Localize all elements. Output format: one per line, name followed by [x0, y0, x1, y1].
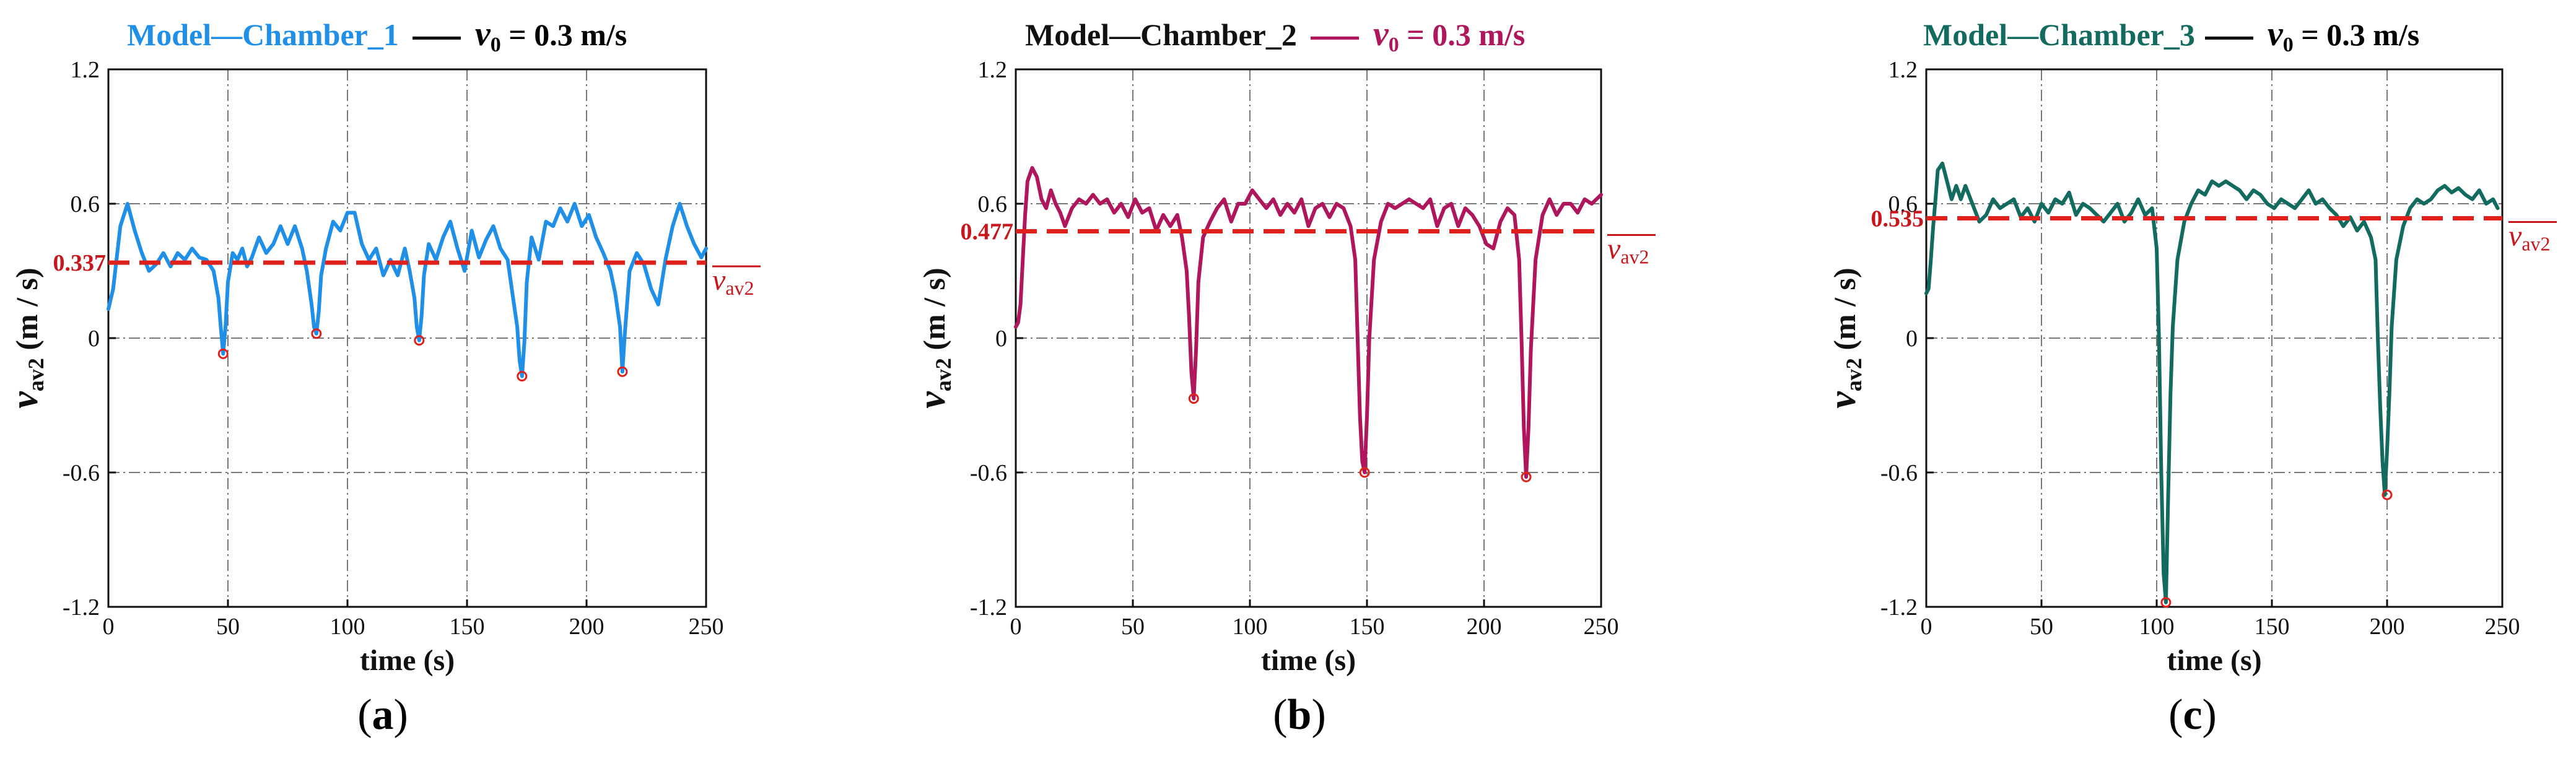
panel-a-title-v-sub: 0 [490, 33, 501, 56]
chart-c-xtick-label-2: 100 [2139, 614, 2175, 640]
panel-b-title-legend-line [1311, 37, 1360, 40]
panel-c-label: (c) [2168, 691, 2217, 739]
chart-a-ytick-label-3: 0.6 [71, 191, 100, 217]
chart-c-xtick-label-4: 200 [2370, 614, 2405, 640]
chart-b-ytick-label-2: 0 [995, 326, 1007, 352]
chart-c-ylabel: vav2 (m / s) [1822, 268, 1866, 408]
chart-b-xtick-label-2: 100 [1233, 614, 1268, 640]
panel-a-title-v: v [474, 15, 491, 53]
chart-a-xtick-label-0: 0 [103, 614, 115, 640]
panel-c-title-v: v [2267, 15, 2283, 53]
chart-a-minimum-marker-1 [311, 328, 322, 339]
panel-b-title-v-sub: 0 [1388, 33, 1399, 56]
chart-a-ytick-label-2: 0 [88, 326, 100, 352]
chart-b-minimum-marker-0 [1188, 393, 1199, 404]
chart-a-ytick-label-0: -1.2 [63, 594, 100, 620]
chart-c-ytick-label-0: -1.2 [1880, 594, 1918, 620]
chart-a-mean-label: 0.337 [53, 250, 107, 276]
chart-c-minimum-marker-0 [2160, 597, 2172, 608]
chart-b-series-line [1014, 166, 1603, 479]
chart-c-xtick-label-3: 150 [2255, 614, 2290, 640]
panel-c-title: Model—Chamber_3 v0 = 0.3 m/s [1923, 12, 2419, 56]
panel-c-title-speed: = 0.3 m/s [2293, 17, 2420, 52]
chart-c-mean-symbol: vav2 [2508, 220, 2551, 255]
chart-c-ytick-label-4: 1.2 [1888, 57, 1918, 83]
chart-c: 0 50 100 150 200 250 -1.2 -0.6 0 0.6 1.2 time (s) va… [1822, 57, 2557, 677]
chart-c-series-line [1924, 161, 2500, 604]
chart-a-series-line [107, 202, 708, 378]
chart-b-ylabel: vav2 (m / s) [911, 268, 956, 408]
panel-b-title-model: Model—Chamber_2 [1025, 17, 1297, 52]
chart-a-xtick-label-4: 200 [569, 614, 605, 640]
chart-b-xtick-label-1: 50 [1121, 614, 1145, 640]
chart-c-ytick-label-1: -0.6 [1880, 460, 1918, 486]
panel-c-title-model: Model—Chamber_3 [1923, 17, 2195, 52]
chart-b-mean-symbol: vav2 [1607, 232, 1649, 268]
chart-b-minimum-marker-1 [1359, 467, 1370, 478]
panel-b-label: (b) [1273, 691, 1326, 739]
chart-b-minimum-marker-2 [1521, 471, 1532, 482]
chart-b-xtick-label-3: 150 [1350, 614, 1385, 640]
chart-a-xtick-label-2: 100 [330, 614, 365, 640]
chart-b-ytick-label-1: -0.6 [970, 460, 1007, 486]
panel-c-title-legend-line [2205, 37, 2254, 40]
chart-c-xtick-label-1: 50 [2030, 614, 2053, 640]
panel-b-title: Model—Chamber_2 v0 = 0.3 m/s [1025, 12, 1525, 56]
chart-a-minimum-marker-2 [414, 335, 425, 346]
panel-b-title-speed: = 0.3 m/s [1399, 17, 1526, 52]
chart-a-ytick-label-4: 1.2 [71, 57, 100, 83]
chart-b-ytick-label-3: 0.6 [978, 191, 1008, 217]
panel-c-title-v-sub: 0 [2282, 33, 2294, 56]
chart-a-xtick-label-5: 250 [689, 614, 724, 640]
chart-c-ytick-label-2: 0 [1906, 326, 1918, 352]
chart-a-xtick-label-3: 150 [450, 614, 485, 640]
chart-c-mean-label: 0.535 [1871, 206, 1924, 232]
chart-b: 0 50 100 150 200 250 -1.2 -0.6 0 0.6 1.2 time (s) va… [911, 57, 1656, 677]
chart-b-ytick-label-0: -1.2 [970, 594, 1007, 620]
panel-a-title-speed: = 0.3 m/s [500, 17, 627, 52]
chart-a-minimum-marker-4 [617, 366, 628, 377]
chart-c-ytick-label-3: 0.6 [1888, 191, 1918, 217]
chart-b-xtick-label-5: 250 [1584, 614, 1619, 640]
chart-a-xtick-label-1: 50 [216, 614, 240, 640]
chart-b-ytick-label-4: 1.2 [978, 57, 1008, 83]
chart-c-xtick-label-5: 250 [2485, 614, 2520, 640]
chart-b-xtick-label-4: 200 [1467, 614, 1502, 640]
chart-c-minimum-marker-1 [2382, 489, 2393, 500]
chart-a: 0 50 100 150 200 250 -1.2 -0.6 0 0.6 1.2 time (s) va… [4, 57, 761, 677]
chart-a-minimum-marker-0 [217, 348, 229, 359]
chart-b-mean-label: 0.477 [961, 219, 1014, 245]
chart-a-mean-symbol: vav2 [712, 264, 754, 299]
panel-a-title-legend-line [413, 37, 461, 40]
panel-a-title-model: Model—Chamber_1 [127, 17, 399, 52]
panel-b-title-v: v [1373, 15, 1389, 53]
panel-a-label: (a) [357, 691, 408, 739]
chart-b-xtick-label-0: 0 [1010, 614, 1022, 640]
panel-a-title: Model—Chamber_1 v0 = 0.3 m/s [127, 12, 627, 56]
chart-a-ylabel: vav2 (m / s) [4, 268, 48, 408]
chart-a-xlabel: time (s) [360, 644, 455, 677]
chart-a-minimum-marker-3 [517, 370, 528, 381]
chart-c-xlabel: time (s) [2167, 644, 2261, 677]
chart-c-xtick-label-0: 0 [1921, 614, 1932, 640]
chart-a-ytick-label-1: -0.6 [63, 460, 100, 486]
chart-b-xlabel: time (s) [1261, 644, 1356, 677]
